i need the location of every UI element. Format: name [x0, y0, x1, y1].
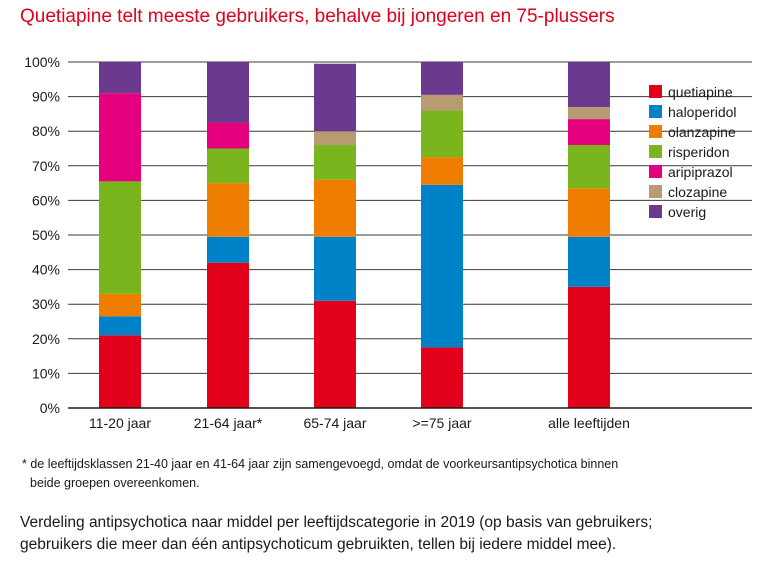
caption-line-2: gebruikers die meer dan één antipsychoti… [20, 536, 617, 553]
legend-swatch-overig [649, 205, 662, 218]
bar-segment-overig [421, 62, 463, 95]
bar-segment-quetiapine [99, 335, 141, 408]
legend-label-olanzapine: olanzapine [668, 124, 736, 140]
bar-segment-quetiapine [207, 262, 249, 408]
bar-segment-risperidon [421, 110, 463, 158]
legend-swatch-haloperidol [649, 105, 662, 118]
bar-segment-overig [568, 62, 610, 107]
footnote-line-1: * de leeftijdsklassen 21-40 jaar en 41-6… [22, 457, 619, 471]
x-tick-label: alle leeftijden [548, 415, 630, 431]
bar-segment-clozapine [314, 131, 356, 146]
legend-label-aripiprazol: aripiprazol [668, 164, 733, 180]
bar-segment-haloperidol [314, 236, 356, 301]
x-tick-label: 21-64 jaar* [194, 415, 263, 431]
y-tick-label: 0% [40, 400, 60, 416]
bar-segment-haloperidol [568, 236, 610, 287]
bar-segment-overig [99, 62, 141, 94]
y-tick-label: 30% [32, 296, 60, 312]
bar-segment-olanzapine [314, 179, 356, 237]
x-tick-label: >=75 jaar [412, 415, 471, 431]
footnote: * de leeftijdsklassen 21-40 jaar en 41-6… [22, 455, 742, 493]
bars [99, 62, 610, 408]
legend-swatch-clozapine [649, 185, 662, 198]
bar-segment-risperidon [568, 145, 610, 189]
legend-label-quetiapine: quetiapine [668, 84, 733, 100]
caption-line-1: Verdeling antipsychotica naar middel per… [20, 514, 653, 531]
x-axis-tick-labels: 11-20 jaar 21-64 jaar* 65-74 jaar >=75 jaar… [89, 415, 630, 431]
y-tick-label: 20% [32, 331, 60, 347]
bar-segment-clozapine [568, 106, 610, 120]
legend-label-overig: overig [668, 204, 706, 220]
legend-label-risperidon: risperidon [668, 144, 729, 160]
y-tick-label: 10% [32, 365, 60, 381]
grid-lines [68, 61, 752, 374]
caption: Verdeling antipsychotica naar middel per… [20, 512, 760, 556]
bar-segment-aripiprazol [207, 122, 249, 149]
legend-swatch-aripiprazol [649, 165, 662, 178]
bar-segment-haloperidol [99, 316, 141, 336]
y-tick-label: 70% [32, 158, 60, 174]
bar-segment-olanzapine [421, 157, 463, 185]
bar-segment-olanzapine [568, 188, 610, 237]
footnote-line-2: beide groepen overeenkomen. [30, 476, 200, 490]
bar-segment-olanzapine [99, 293, 141, 317]
bar-segment-risperidon [207, 148, 249, 184]
bar-segment-overig [314, 63, 356, 132]
legend-label-haloperidol: haloperidol [668, 104, 737, 120]
legend-swatch-olanzapine [649, 125, 662, 138]
y-tick-label: 40% [32, 262, 60, 278]
bar-segment-aripiprazol [99, 93, 141, 182]
bar-segment-quetiapine [568, 286, 610, 408]
bar-segment-olanzapine [207, 183, 249, 237]
bar-segment-quetiapine [421, 347, 463, 408]
bar-segment-overig [207, 62, 249, 123]
legend-swatch-risperidon [649, 145, 662, 158]
y-axis-tick-labels: 0% 10% 20% 30% 40% 50% 60% 70% 80% 90% 100% [24, 54, 60, 416]
y-tick-label: 100% [24, 54, 60, 70]
bar-segment-clozapine [421, 94, 463, 111]
chart-title: Quetiapine telt meeste gebruikers, behal… [20, 6, 615, 27]
bar-segment-haloperidol [421, 184, 463, 348]
bar-segment-quetiapine [314, 300, 356, 408]
stacked-bar-chart: 0% 10% 20% 30% 40% 50% 60% 70% 80% 90% 100% 11-20 … [24, 54, 752, 431]
legend-swatch-quetiapine [649, 85, 662, 98]
bar-segment-risperidon [99, 181, 141, 294]
y-tick-label: 90% [32, 89, 60, 105]
bar-segment-haloperidol [207, 236, 249, 263]
x-tick-label: 11-20 jaar [89, 415, 151, 431]
y-tick-label: 60% [32, 192, 60, 208]
bar-segment-aripiprazol [568, 119, 610, 146]
x-tick-label: 65-74 jaar [303, 415, 366, 431]
bar-segment-risperidon [314, 145, 356, 180]
y-tick-label: 80% [32, 123, 60, 139]
y-tick-label: 50% [32, 227, 60, 243]
legend: quetiapine haloperidol olanzapine risperido… [649, 84, 737, 220]
legend-label-clozapine: clozapine [668, 184, 727, 200]
